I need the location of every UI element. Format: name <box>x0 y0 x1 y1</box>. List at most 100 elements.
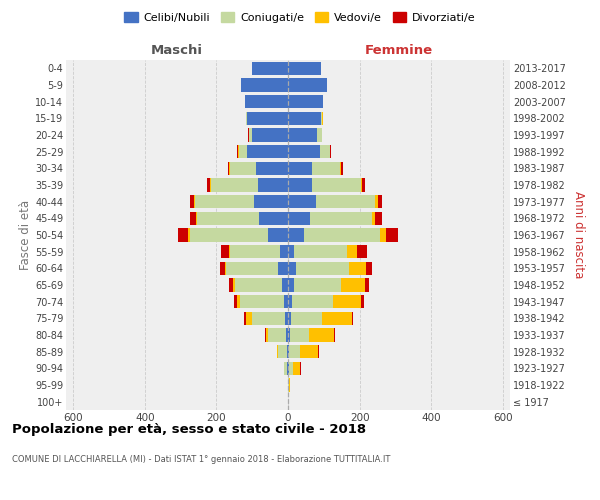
Bar <box>288 345 289 358</box>
Bar <box>190 212 196 225</box>
Bar <box>266 328 268 342</box>
Bar <box>292 295 334 308</box>
Bar <box>288 178 313 192</box>
Bar <box>278 262 288 275</box>
Bar <box>321 112 322 125</box>
Bar <box>245 95 288 108</box>
Bar <box>220 262 224 275</box>
Bar <box>334 328 335 342</box>
Bar <box>295 245 347 258</box>
Bar <box>229 245 230 258</box>
Bar <box>386 228 398 241</box>
Bar <box>340 162 341 175</box>
Bar <box>284 362 287 375</box>
Bar <box>317 128 322 141</box>
Bar <box>291 312 322 325</box>
Bar <box>190 195 194 208</box>
Bar <box>188 228 190 241</box>
Bar <box>372 212 376 225</box>
Bar <box>288 112 321 125</box>
Bar <box>244 312 246 325</box>
Bar <box>248 128 250 141</box>
Bar <box>239 145 247 158</box>
Bar <box>288 145 320 158</box>
Bar <box>361 178 362 192</box>
Bar <box>296 262 349 275</box>
Bar <box>241 78 288 92</box>
Bar <box>226 262 278 275</box>
Bar <box>229 278 233 291</box>
Bar <box>376 212 382 225</box>
Bar <box>237 145 238 158</box>
Bar <box>285 312 288 325</box>
Bar <box>288 328 290 342</box>
Bar <box>246 312 252 325</box>
Bar <box>304 228 380 241</box>
Bar <box>284 295 288 308</box>
Bar <box>380 228 386 241</box>
Bar <box>252 128 288 141</box>
Bar <box>233 278 235 291</box>
Bar <box>289 345 300 358</box>
Bar <box>289 362 293 375</box>
Bar <box>341 278 365 291</box>
Bar <box>288 162 313 175</box>
Bar <box>211 178 257 192</box>
Bar <box>288 362 289 375</box>
Bar <box>361 295 364 308</box>
Bar <box>287 345 288 358</box>
Bar <box>268 228 288 241</box>
Legend: Celibi/Nubili, Coniugati/e, Vedovi/e, Divorziati/e: Celibi/Nubili, Coniugati/e, Vedovi/e, Di… <box>120 8 480 28</box>
Bar <box>194 195 195 208</box>
Bar <box>352 312 353 325</box>
Bar <box>313 162 340 175</box>
Bar <box>230 162 256 175</box>
Bar <box>288 278 294 291</box>
Bar <box>287 362 288 375</box>
Bar <box>197 212 259 225</box>
Bar <box>277 345 278 358</box>
Bar <box>358 245 367 258</box>
Bar <box>178 228 188 241</box>
Bar <box>228 162 229 175</box>
Bar <box>230 245 280 258</box>
Y-axis label: Anni di nascita: Anni di nascita <box>572 192 585 278</box>
Bar <box>341 162 343 175</box>
Bar <box>238 145 239 158</box>
Bar <box>294 278 341 291</box>
Bar <box>259 212 288 225</box>
Text: Popolazione per età, sesso e stato civile - 2018: Popolazione per età, sesso e stato civil… <box>12 422 366 436</box>
Bar <box>250 128 252 141</box>
Bar <box>265 328 266 342</box>
Bar <box>234 295 237 308</box>
Bar <box>288 195 316 208</box>
Bar <box>288 78 326 92</box>
Bar <box>224 262 226 275</box>
Bar <box>300 345 318 358</box>
Bar <box>365 278 369 291</box>
Bar <box>322 312 352 325</box>
Bar <box>195 195 254 208</box>
Bar <box>300 362 301 375</box>
Bar <box>237 295 240 308</box>
Bar <box>288 295 292 308</box>
Bar <box>288 312 291 325</box>
Bar <box>290 328 310 342</box>
Bar <box>208 178 211 192</box>
Bar <box>288 378 289 392</box>
Bar <box>310 212 372 225</box>
Bar <box>196 212 197 225</box>
Bar <box>247 112 288 125</box>
Bar <box>247 145 288 158</box>
Bar <box>313 178 361 192</box>
Bar <box>288 245 295 258</box>
Bar <box>378 195 382 208</box>
Bar <box>320 145 329 158</box>
Bar <box>289 378 290 392</box>
Bar <box>246 112 247 125</box>
Bar <box>190 228 268 241</box>
Bar <box>221 245 229 258</box>
Bar <box>288 128 317 141</box>
Bar <box>288 212 310 225</box>
Bar <box>252 312 285 325</box>
